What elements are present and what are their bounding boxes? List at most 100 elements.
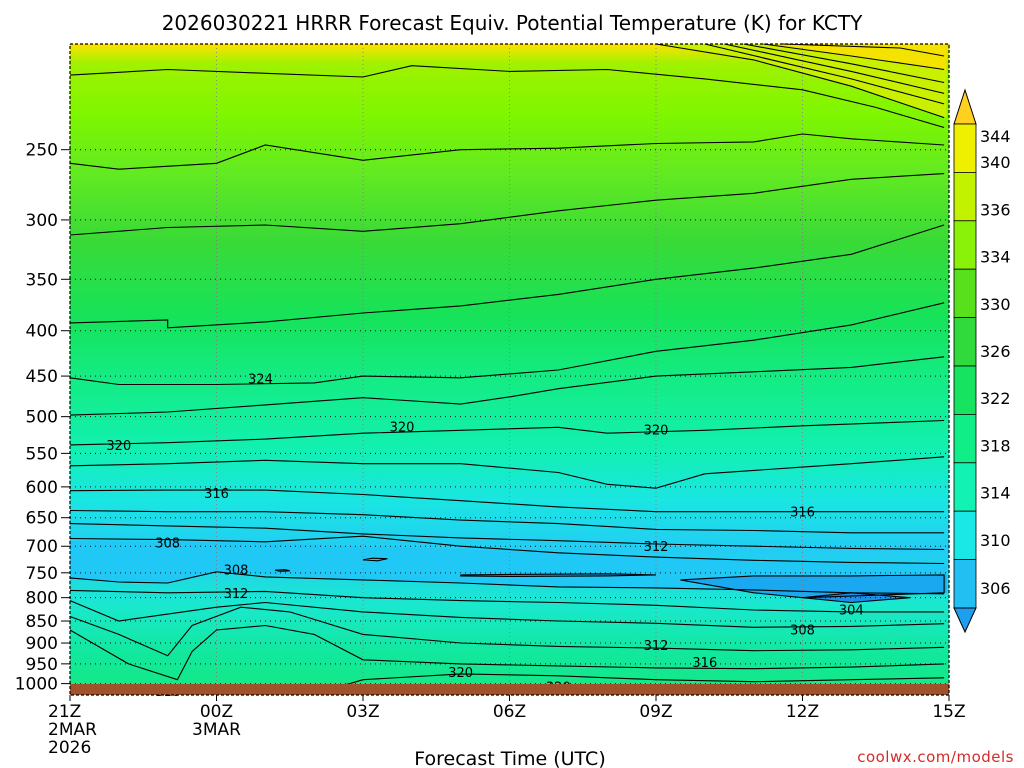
x-tick-label: 15Z bbox=[932, 702, 965, 722]
contour-label-320: 320 bbox=[390, 421, 415, 436]
colorbar-label-310: 310 bbox=[980, 531, 1011, 550]
contour-label-312: 312 bbox=[224, 587, 249, 602]
contour-322-11 bbox=[69, 356, 945, 416]
colorbar-label-340: 340 bbox=[980, 153, 1011, 172]
y-tick-350: 350 bbox=[26, 270, 58, 290]
y-axis-ticks: 2503003504004505005506006507007508008509… bbox=[15, 141, 70, 695]
contour-342-1 bbox=[763, 43, 945, 71]
contour-330-7 bbox=[69, 133, 945, 170]
contour-lines bbox=[69, 43, 945, 692]
y-tick-500: 500 bbox=[26, 408, 58, 428]
contour-label-320: 320 bbox=[644, 424, 669, 439]
colorbar-top-arrow bbox=[953, 88, 977, 125]
contour-312-24 bbox=[69, 589, 945, 613]
colorbar-label-334: 334 bbox=[980, 248, 1011, 267]
contour-334-5 bbox=[655, 43, 945, 119]
y-tick-400: 400 bbox=[26, 322, 58, 342]
x-tick-label: 12Z bbox=[786, 702, 819, 722]
contour-314-15 bbox=[69, 509, 945, 534]
colorbar: 306 310 314 318 322 326 330 334 336 340 344 bbox=[953, 88, 1011, 634]
colorbar-label-330: 330 bbox=[980, 295, 1011, 314]
contour-326-9 bbox=[69, 224, 945, 329]
colorbar-label-314: 314 bbox=[980, 484, 1011, 503]
y-tick-550: 550 bbox=[26, 444, 58, 464]
contour-338-3 bbox=[724, 43, 945, 94]
contour-340-2 bbox=[743, 43, 945, 84]
ground-strip bbox=[70, 684, 949, 695]
contour-312-16 bbox=[69, 523, 945, 551]
contour-344-0 bbox=[782, 43, 945, 57]
credit-label: coolwx.com/models bbox=[857, 748, 1014, 766]
contour-320-12 bbox=[69, 419, 945, 446]
colorbar-swatch-6 bbox=[953, 317, 977, 367]
contour-318-27 bbox=[69, 624, 945, 681]
y-tick-850: 850 bbox=[26, 612, 58, 632]
colorbar-swatch-8 bbox=[953, 220, 977, 270]
y-tick-250: 250 bbox=[26, 141, 58, 161]
y-tick-800: 800 bbox=[26, 589, 58, 609]
contour-label-316: 316 bbox=[204, 487, 229, 502]
region-336 bbox=[656, 44, 947, 118]
contour-324-10 bbox=[69, 302, 945, 386]
contour-label-312: 312 bbox=[644, 639, 669, 654]
colorbar-label-344: 344 bbox=[980, 127, 1011, 146]
x-tick-label: 00Z bbox=[200, 702, 233, 722]
contour-304-21 bbox=[802, 592, 910, 604]
contour-label-316: 316 bbox=[692, 656, 717, 671]
colorbar-swatch-10 bbox=[953, 123, 977, 173]
contour-318-13 bbox=[69, 456, 945, 489]
y-tick-1000: 1000 bbox=[15, 675, 58, 695]
contour-328-8 bbox=[69, 173, 945, 236]
contour-306-20 bbox=[680, 574, 945, 599]
colorbar-label-306: 306 bbox=[980, 579, 1011, 598]
x-axis-label: Forecast Time (UTC) bbox=[414, 748, 605, 768]
colorbar-swatch-7 bbox=[953, 268, 977, 319]
y-tick-300: 300 bbox=[26, 211, 58, 231]
colorbar-label-322: 322 bbox=[980, 389, 1011, 408]
y-tick-650: 650 bbox=[26, 509, 58, 529]
contour-316-14 bbox=[69, 489, 945, 513]
region-340 bbox=[763, 44, 947, 70]
contour-label-304: 304 bbox=[839, 604, 864, 619]
chart-title: 2026030221 HRRR Forecast Equiv. Potentia… bbox=[162, 11, 863, 35]
x-tick-label: 21Z bbox=[48, 702, 81, 722]
x-tick-label: 3MAR bbox=[192, 720, 241, 740]
contour-306-22 bbox=[274, 569, 290, 572]
colorbar-swatch-5 bbox=[953, 365, 977, 415]
contour-308-18 bbox=[69, 571, 945, 595]
contour-314-25 bbox=[69, 600, 945, 628]
contour-310-17 bbox=[69, 535, 945, 565]
x-tick-label: 06Z bbox=[493, 702, 526, 722]
colorbar-swatch-3 bbox=[953, 462, 977, 512]
x-tick-label: 09Z bbox=[639, 702, 672, 722]
x-tick-label: 2MAR bbox=[48, 720, 97, 740]
y-tick-600: 600 bbox=[26, 478, 58, 498]
y-tick-750: 750 bbox=[26, 564, 58, 584]
contour-label-324: 324 bbox=[248, 373, 273, 388]
colorbar-bottom-arrow bbox=[953, 607, 977, 634]
contour-label-308: 308 bbox=[790, 624, 815, 639]
colorbar-swatch-9 bbox=[953, 171, 977, 222]
contour-label-308: 308 bbox=[224, 564, 249, 579]
y-tick-900: 900 bbox=[26, 634, 58, 654]
colorbar-label-336: 336 bbox=[980, 200, 1011, 219]
contour-label-308: 308 bbox=[155, 536, 180, 551]
colorbar-swatch-1 bbox=[953, 559, 977, 609]
y-tick-950: 950 bbox=[26, 655, 58, 675]
colorbar-label-326: 326 bbox=[980, 342, 1011, 361]
contour-label-316: 316 bbox=[790, 506, 815, 521]
contour-label-312: 312 bbox=[644, 540, 669, 555]
colorbar-label-318: 318 bbox=[980, 436, 1011, 455]
colored-regions bbox=[70, 44, 947, 603]
contour-332-6 bbox=[69, 65, 945, 129]
contour-310-23 bbox=[362, 557, 388, 562]
contour-label-320: 320 bbox=[106, 439, 131, 454]
x-tick-label: 03Z bbox=[346, 702, 379, 722]
region-306 bbox=[680, 574, 947, 598]
x-tick-label: 2026 bbox=[48, 738, 91, 758]
contour-306-19 bbox=[460, 573, 657, 577]
contour-320-28 bbox=[323, 673, 945, 692]
y-tick-450: 450 bbox=[26, 367, 58, 387]
